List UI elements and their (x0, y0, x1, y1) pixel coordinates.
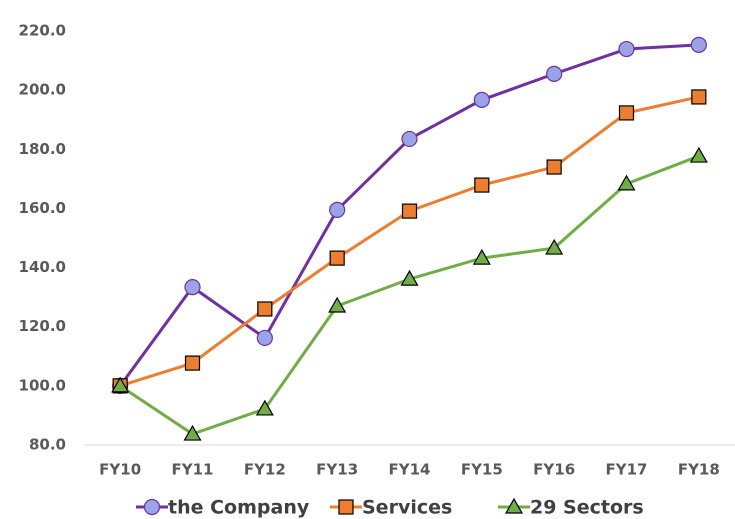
legend-label: Services (362, 497, 452, 519)
marker (473, 91, 490, 109)
marker (257, 301, 273, 317)
marker (400, 269, 419, 286)
marker (504, 497, 524, 514)
marker (474, 177, 490, 193)
marker (184, 278, 201, 296)
x-tick-label: FY16 (533, 461, 575, 479)
x-tick-label: FY12 (244, 461, 286, 479)
marker (328, 296, 347, 313)
x-tick-label: FY11 (172, 461, 214, 479)
marker (472, 248, 491, 265)
x-tick-label: FY18 (678, 461, 720, 479)
marker (143, 498, 161, 516)
legend-label: 29 Sectors (530, 497, 644, 519)
marker (401, 130, 418, 148)
x-tick-label: FY14 (389, 461, 431, 479)
y-tick-label: 100.0 (19, 376, 66, 394)
y-tick-label: 220.0 (19, 22, 66, 40)
x-tick-label: FY13 (316, 461, 358, 479)
marker (256, 329, 273, 347)
x-tick-label: FY17 (606, 461, 648, 479)
marker (689, 146, 708, 163)
marker (545, 238, 564, 255)
marker (401, 203, 418, 219)
marker (111, 376, 130, 393)
y-tick-label: 180.0 (19, 140, 66, 158)
marker (618, 40, 635, 58)
marker (617, 174, 636, 191)
y-tick-label: 200.0 (19, 81, 66, 99)
x-tick-label: FY15 (461, 461, 503, 479)
x-tick-label: FY10 (99, 461, 141, 479)
series-line (119, 154, 700, 436)
y-tick-label: 80.0 (29, 436, 66, 454)
y-tick-label: 140.0 (19, 258, 66, 276)
legend-label: the Company (168, 497, 310, 519)
marker (183, 424, 202, 441)
marker (338, 499, 354, 515)
y-tick-label: 120.0 (19, 317, 66, 335)
marker (546, 65, 563, 82)
marker (690, 36, 707, 53)
marker (255, 399, 274, 416)
marker (546, 159, 562, 175)
marker (329, 201, 346, 219)
marker (618, 105, 635, 121)
marker (329, 250, 345, 266)
marker (184, 355, 201, 371)
marker (691, 89, 707, 105)
y-tick-label: 160.0 (19, 199, 66, 217)
